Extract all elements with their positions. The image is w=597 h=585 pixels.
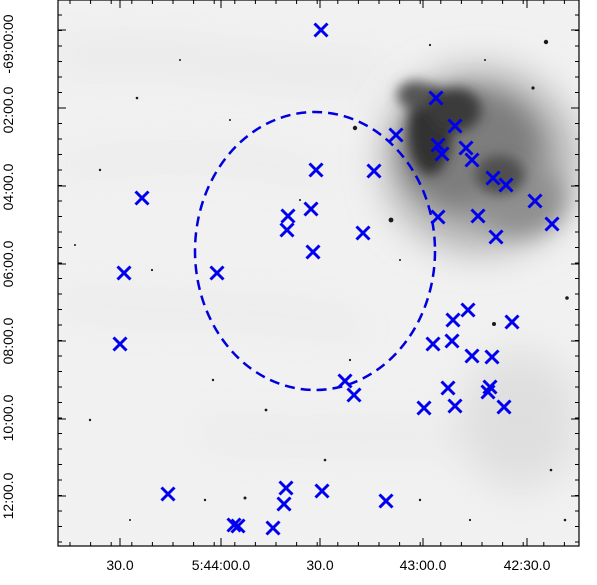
source-marker-x — [355, 225, 371, 241]
source-marker-x — [428, 90, 444, 106]
y-tick-label: 06:00.0 — [0, 240, 16, 287]
source-marker-x — [313, 22, 329, 38]
source-marker-x — [279, 222, 295, 238]
source-marker-x — [280, 208, 296, 224]
source-marker-x — [388, 127, 404, 143]
x-tick-label: 5:44:00.0 — [192, 557, 251, 573]
y-tick-label: 02:00.0 — [0, 86, 16, 133]
source-markers — [112, 22, 560, 536]
source-marker-x — [484, 349, 500, 365]
source-marker-x — [460, 302, 476, 318]
source-marker-x — [425, 336, 441, 352]
source-marker-x — [434, 146, 450, 162]
source-marker-x — [458, 140, 474, 156]
source-marker-x — [447, 398, 463, 414]
source-marker-x — [112, 336, 128, 352]
source-marker-x — [464, 348, 480, 364]
x-tick-label: 30.0 — [106, 557, 133, 573]
y-tick-label: 12:00.0 — [0, 472, 16, 519]
source-marker-x — [430, 137, 446, 153]
y-axis-labels: -69:00:00 02:00.0 04:00.0 06:00.0 08:00.… — [0, 14, 16, 519]
source-marker-x — [416, 400, 432, 416]
source-marker-x — [366, 163, 382, 179]
source-marker-x — [444, 333, 460, 349]
axis-ticks — [58, 0, 579, 546]
source-marker-x — [485, 170, 501, 186]
source-marker-x — [337, 373, 353, 389]
source-marker-x — [544, 216, 560, 232]
source-marker-x — [445, 312, 461, 328]
y-tick-label: 10:00.0 — [0, 394, 16, 441]
source-marker-x — [447, 118, 463, 134]
source-marker-x — [504, 314, 520, 330]
source-marker-x — [498, 177, 514, 193]
source-marker-x — [314, 483, 330, 499]
source-marker-x — [488, 229, 504, 245]
source-marker-x — [160, 486, 176, 502]
x-tick-label: 43:00.0 — [400, 557, 447, 573]
x-tick-label: 42:30.0 — [504, 557, 551, 573]
source-marker-x — [496, 399, 512, 415]
source-marker-x — [276, 496, 292, 512]
source-marker-x — [440, 380, 456, 396]
source-marker-x — [346, 387, 362, 403]
source-marker-x — [278, 480, 294, 496]
source-marker-x — [134, 190, 150, 206]
source-marker-x — [230, 518, 246, 534]
source-marker-x — [209, 265, 225, 281]
star-field — [74, 39, 569, 522]
source-marker-x — [470, 208, 486, 224]
source-marker-x — [464, 152, 480, 168]
source-marker-x — [378, 493, 394, 509]
y-tick-label: 04:00.0 — [0, 163, 16, 210]
region-ellipse — [193, 110, 437, 392]
source-marker-x — [480, 384, 496, 400]
source-marker-x — [305, 244, 321, 260]
y-tick-label: 08:00.0 — [0, 317, 16, 364]
plot-frame — [57, 0, 580, 547]
sky-image — [58, 0, 579, 546]
source-marker-x — [430, 209, 446, 225]
source-marker-x — [265, 520, 281, 536]
source-marker-x — [226, 517, 242, 533]
source-marker-x — [308, 162, 324, 178]
y-tick-label: -69:00:00 — [0, 14, 16, 73]
x-tick-label: 30.0 — [306, 557, 333, 573]
source-marker-x — [303, 201, 319, 217]
x-axis-labels: 30.0 5:44:00.0 30.0 43:00.0 42:30.0 — [106, 557, 550, 573]
source-marker-x — [527, 193, 543, 209]
source-marker-x — [116, 265, 132, 281]
